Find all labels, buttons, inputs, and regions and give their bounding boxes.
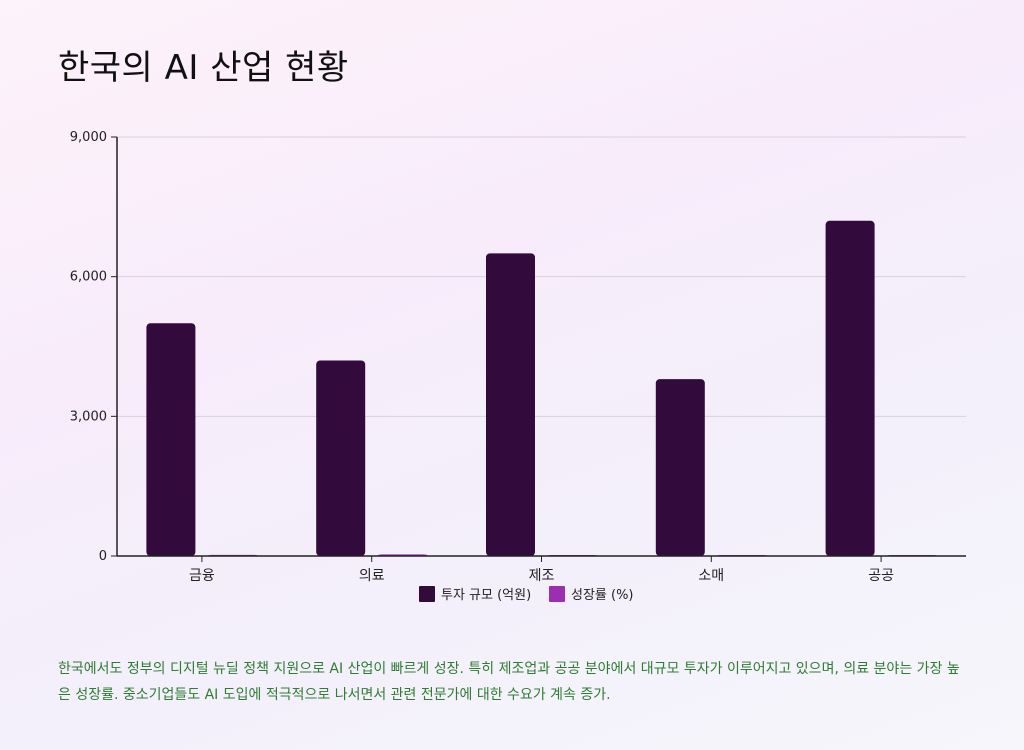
x-tick-label: 소매 [698, 568, 724, 584]
x-tick-label: 의료 [359, 568, 385, 584]
axes: 0 3,000 6,000 9,000 금융 의료 제조 소매 공공 [70, 130, 966, 584]
bar-investment[interactable] [316, 360, 366, 556]
y-tick-label: 0 [99, 549, 107, 564]
y-tick-label: 9,000 [70, 130, 107, 145]
chart-title: 한국의 AI 산업 현황 [58, 48, 349, 88]
chart-caption: 한국에서도 정부의 디지털 뉴딜 정책 지원으로 AI 산업이 빠르게 성장. … [58, 661, 960, 703]
bar-investment[interactable] [655, 379, 705, 556]
bar-investment[interactable] [146, 323, 196, 556]
legend-label: 성장률 (%) [571, 588, 634, 603]
legend: 투자 규모 (억원) 성장률 (%) [419, 586, 634, 603]
bar-investment[interactable] [486, 253, 535, 556]
bar-chart: 0 3,000 6,000 9,000 금융 의료 제조 소매 공공 투자 규모 (억원) 성장률… [70, 130, 966, 603]
legend-label: 투자 규모 (억원) [441, 588, 531, 603]
legend-swatch [549, 586, 565, 602]
x-tick-label: 공공 [868, 568, 894, 584]
legend-swatch [419, 586, 435, 602]
bar-investment[interactable] [825, 220, 875, 557]
grid-lines [117, 136, 966, 417]
y-tick-label: 6,000 [70, 270, 107, 285]
x-tick-label: 제조 [529, 568, 555, 584]
x-tick-label: 금융 [189, 568, 215, 584]
bars [146, 220, 937, 557]
y-tick-label: 3,000 [70, 409, 107, 424]
